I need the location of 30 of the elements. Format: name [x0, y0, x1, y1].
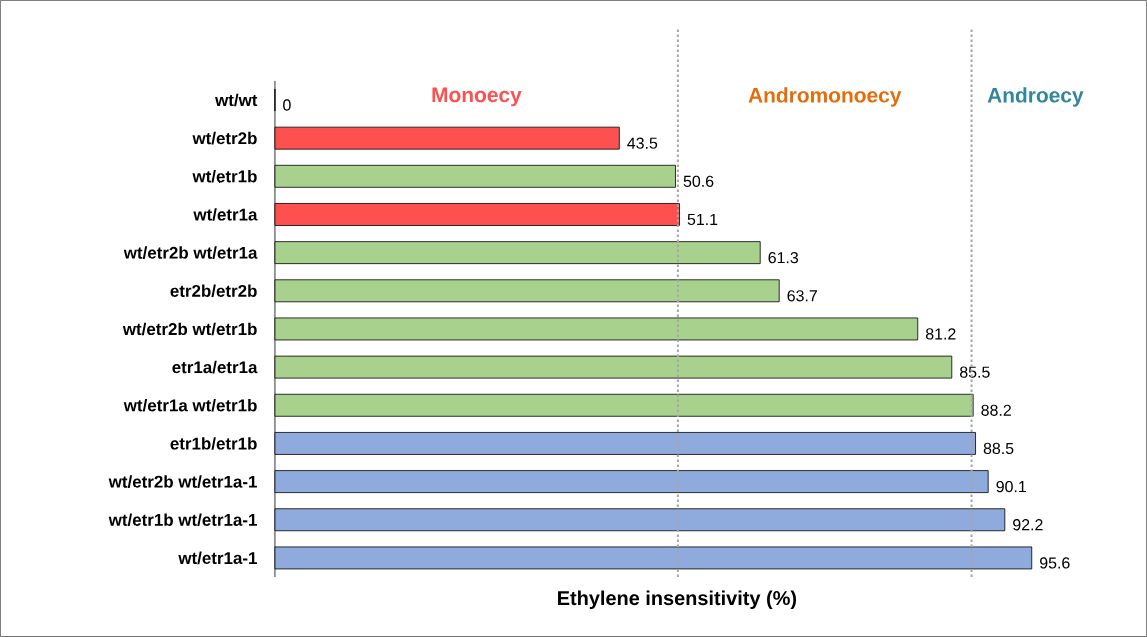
data-label: 88.2 [981, 404, 1011, 416]
data-label: 85.5 [960, 366, 990, 378]
data-label: 51.1 [687, 213, 718, 226]
y-tick-label: etr1a/etr1a [172, 360, 258, 374]
y-tick-label: wt/etr1b [192, 170, 257, 183]
y-tick-label: wt/etr1a [193, 208, 258, 221]
y-tick-label: wt/etr1b wt/etr1a-1 [108, 513, 257, 527]
annotation: Androecy [987, 87, 1084, 107]
data-label: 95.6 [1040, 557, 1070, 569]
y-tick-label: wt/wt [215, 93, 258, 107]
data-label: 63.7 [787, 290, 817, 302]
y-tick-label: wt/etr2b [192, 131, 257, 145]
data-label: 61.3 [768, 252, 799, 264]
data-label: 43.5 [627, 137, 658, 149]
data-label: 50.6 [683, 175, 714, 187]
data-label: 88.5 [983, 442, 1014, 455]
data-label: 90.1 [996, 481, 1026, 493]
y-tick-label: wt/etr2b wt/etr1b [122, 322, 257, 336]
annotation: Andromonoecy [748, 87, 902, 107]
y-tick-label: wt/etr1a-1 [178, 551, 257, 565]
y-tick-label: etr1b/etr1b [170, 437, 257, 450]
annotation: Monoecy [432, 87, 522, 107]
x-axis-title: Ethylene insensitivity (%) [558, 590, 797, 610]
y-tick-label: wt/etr2b wt/etr1a [123, 246, 258, 259]
y-tick-label: wt/etr2b wt/etr1a-1 [108, 475, 257, 488]
data-label: 92.2 [1013, 519, 1043, 531]
data-label: 0 [283, 99, 291, 111]
y-tick-label: wt/etr1a wt/etr1b [123, 399, 257, 412]
y-tick-label: etr2b/etr2b [170, 284, 257, 298]
data-label: 81.2 [925, 328, 956, 340]
